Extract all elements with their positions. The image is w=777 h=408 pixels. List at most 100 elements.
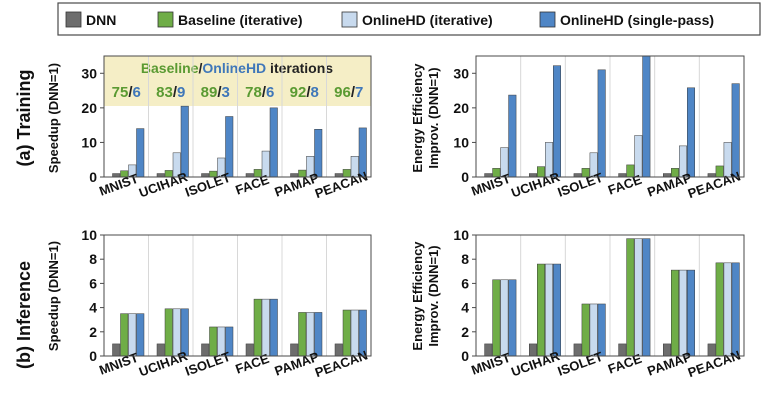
bar-dnn-pamap [663,343,671,357]
bar-dnn-peacan [707,343,716,357]
bar-dnn-pamap [290,343,299,357]
bar-onlinehd-single-pass-mnist [508,94,517,178]
y-axis-label: Energy Efficiency [410,63,425,173]
bar-onlinehd-single-pass-face [642,238,651,357]
plot-frame [475,55,745,178]
y-tick-label: 0 [89,169,97,185]
y-tick-label: 2 [89,324,97,340]
y-tick-label: 10 [81,227,97,243]
bar-onlinehd-iterative-isolet [589,303,598,357]
plot-frame [103,234,372,357]
legend-frame [57,2,761,36]
plot-frame [103,55,372,178]
iteration-count: 75/6 [112,84,141,101]
bar-onlinehd-single-pass-mnist [508,279,517,357]
row-label-inference: (b) Inference [14,261,34,369]
bar-onlinehd-single-pass-isolet [597,69,606,178]
y-tick-label: 0 [461,169,469,185]
y-tick-label: 2 [461,324,469,340]
bar-onlinehd-iterative-peacan [723,262,732,357]
y-tick-label: 8 [89,251,97,267]
bar-dnn-isolet [573,343,582,357]
legend-swatch-baseline-iterative [157,11,174,28]
bar-baseline-iterative-pamap [298,312,307,357]
y-axis-label: Improv. (DNN=1) [426,245,441,346]
y-tick-label: 4 [461,300,469,316]
bar-onlinehd-iterative-pamap [679,269,687,357]
y-tick-label: 10 [81,134,97,150]
bar-baseline-iterative-mnist [492,279,501,357]
bar-dnn-isolet [201,343,210,357]
bar-onlinehd-single-pass-peacan [731,262,740,357]
bar-onlinehd-single-pass-face [642,55,651,178]
banner-baseline-word: Baseline [141,60,199,76]
bar-dnn-face [618,343,627,357]
banner-suffix: iterations [266,60,333,76]
y-axis-label: Improv. (DNN=1) [426,67,441,168]
bar-onlinehd-single-pass-isolet [225,116,234,178]
bar-onlinehd-iterative-ucihar [545,263,553,357]
bar-dnn-mnist [484,343,493,357]
legend-swatch-onlinehd-iterative [341,11,358,28]
y-axis-label: Speedup (DNN=1) [46,241,61,351]
bar-onlinehd-single-pass-ucihar [553,65,561,178]
bar-onlinehd-single-pass-ucihar [553,263,561,357]
bar-baseline-iterative-isolet [581,303,590,357]
legend-label-onlinehd-iterative: OnlineHD (iterative) [362,12,493,28]
y-tick-label: 30 [81,65,97,81]
bar-onlinehd-single-pass-face [269,107,278,178]
legend-label-dnn: DNN [86,12,116,28]
iteration-count: 78/6 [245,84,274,101]
plot-frame [475,234,745,357]
bar-dnn-ucihar [529,343,537,357]
bar-onlinehd-single-pass-ucihar [180,105,189,178]
y-tick-label: 30 [453,65,469,81]
y-tick-label: 10 [453,227,469,243]
bar-onlinehd-single-pass-pamap [687,269,695,357]
y-axis-label: Speedup (DNN=1) [46,63,61,173]
bar-onlinehd-single-pass-mnist [136,128,145,178]
legend-swatch-dnn [65,11,82,28]
y-tick-label: 20 [453,100,469,116]
row-label-training: (a) Training [14,69,34,166]
bar-dnn-face [245,343,254,357]
bar-baseline-iterative-peacan [342,309,351,357]
y-tick-label: 10 [453,134,469,150]
bar-dnn-peacan [334,343,343,357]
legend-label-onlinehd-single-pass: OnlineHD (single-pass) [560,12,714,28]
bar-baseline-iterative-pamap [671,269,679,357]
bar-onlinehd-iterative-face [261,298,270,357]
bar-baseline-iterative-face [253,298,262,357]
banner-title: Baseline/OnlineHD iterations [141,60,333,76]
bar-baseline-iterative-ucihar [164,308,173,357]
bar-baseline-iterative-ucihar [537,263,545,357]
bar-onlinehd-iterative-face [634,238,643,357]
bar-onlinehd-single-pass-pamap [687,87,695,178]
y-tick-label: 0 [89,348,97,364]
iteration-count: 92/8 [290,84,319,101]
bar-onlinehd-iterative-mnist [500,279,509,357]
y-tick-label: 6 [89,275,97,291]
bar-baseline-iterative-peacan [715,262,724,357]
iteration-count: 89/3 [201,84,230,101]
legend: DNN Baseline (iterative) OnlineHD (iterati… [57,2,761,36]
bar-onlinehd-iterative-face [634,135,643,178]
bar-onlinehd-single-pass-face [269,298,278,357]
bar-baseline-iterative-mnist [120,313,129,357]
y-tick-label: 8 [461,251,469,267]
legend-swatch-onlinehd-single-pass [539,11,556,28]
bar-dnn-mnist [112,343,121,357]
banner-onlinehd-word: OnlineHD [202,60,266,76]
y-axis-label: Energy Efficiency [410,241,425,351]
iteration-count: 96/7 [334,84,363,101]
legend-label-baseline-iterative: Baseline (iterative) [178,12,303,28]
bar-baseline-iterative-isolet [209,326,218,357]
y-tick-label: 4 [89,300,97,316]
bar-onlinehd-single-pass-peacan [731,83,740,178]
iteration-count: 83/9 [156,84,185,101]
